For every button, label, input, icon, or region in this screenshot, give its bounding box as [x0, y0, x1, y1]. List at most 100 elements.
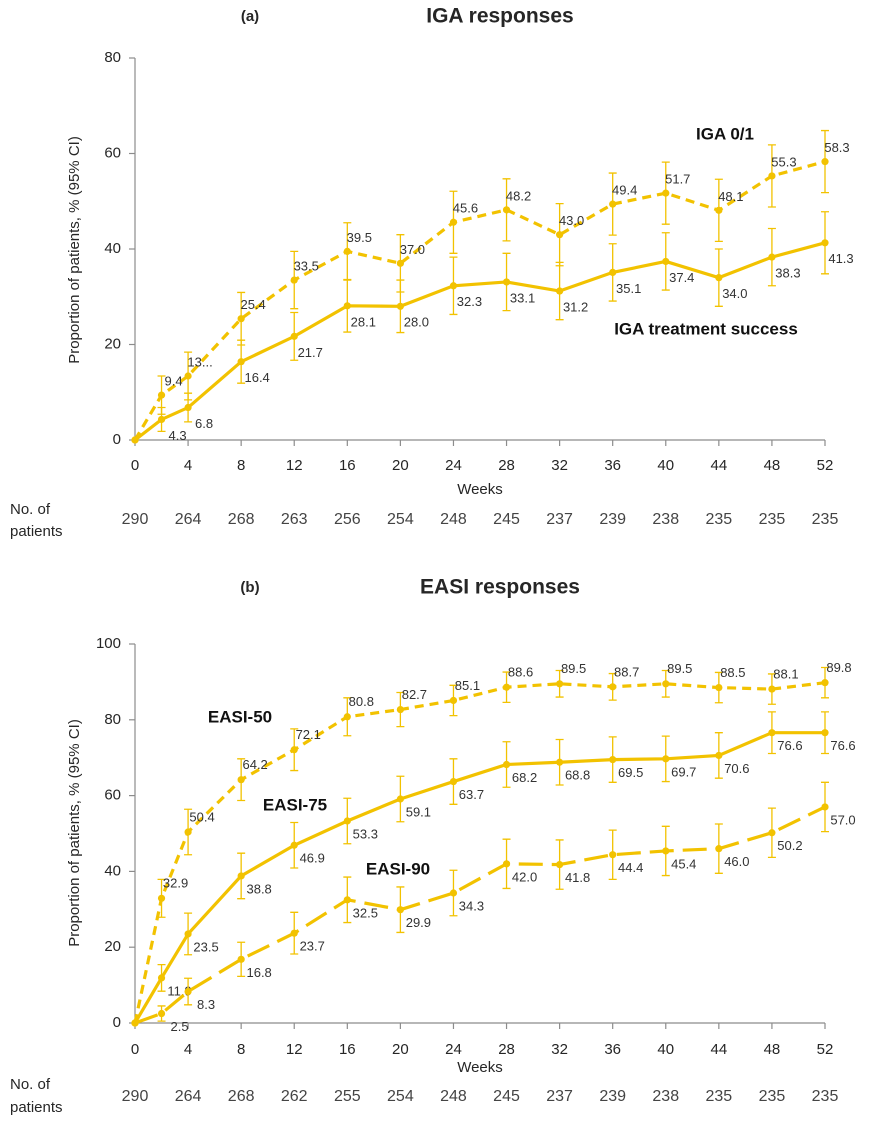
patient-count: 238 [652, 1088, 679, 1105]
data-point [609, 851, 617, 859]
y-tick-label: 40 [104, 862, 121, 879]
series-name: IGA treatment success [614, 319, 798, 338]
data-point [343, 302, 351, 310]
series-name: EASI-50 [208, 707, 272, 726]
data-point [290, 276, 298, 284]
data-label: 49.4 [612, 183, 637, 198]
x-tick-label: 48 [764, 457, 781, 474]
data-label: 89.5 [667, 661, 692, 676]
data-label: 34.0 [722, 286, 747, 301]
data-label: 34.3 [459, 898, 484, 913]
data-label: 29.9 [406, 915, 431, 930]
x-tick-label: 28 [498, 1041, 515, 1058]
data-point [237, 358, 245, 366]
data-label: 76.6 [777, 738, 802, 753]
patient-count: 235 [759, 1088, 786, 1105]
data-point [715, 683, 723, 692]
panel-label: (b) [240, 579, 259, 596]
data-point [768, 829, 776, 837]
patient-count: 255 [334, 1088, 361, 1105]
data-point [184, 987, 192, 996]
data-point [556, 680, 564, 688]
data-label: 11.9 [167, 983, 191, 998]
patient-count: 268 [228, 1088, 255, 1105]
data-label: 43.0 [559, 213, 584, 228]
patient-count: 290 [122, 511, 149, 528]
patient-count: 254 [387, 511, 414, 528]
data-label: 45.4 [671, 856, 696, 871]
patient-count: 239 [599, 511, 626, 528]
data-point [715, 274, 723, 282]
series-name: IGA 0/1 [696, 124, 754, 143]
x-tick-label: 12 [286, 457, 303, 474]
x-tick-label: 52 [817, 457, 834, 474]
x-tick-label: 52 [817, 1041, 834, 1058]
data-label: 72.1 [296, 727, 321, 742]
data-label: 48.2 [506, 188, 531, 203]
x-tick-label: 48 [764, 1041, 781, 1058]
y-tick-label: 20 [104, 938, 121, 955]
patient-count: 256 [334, 511, 361, 528]
chart-title: IGA responses [426, 5, 573, 28]
x-tick-label: 0 [131, 457, 139, 474]
data-point [237, 315, 245, 323]
y-tick-label: 80 [104, 49, 121, 66]
data-point [768, 172, 776, 180]
data-point [449, 696, 458, 705]
data-label: 69.5 [618, 765, 643, 780]
y-tick-label: 20 [104, 335, 121, 352]
data-point [768, 253, 776, 261]
data-label: 33.1 [510, 290, 535, 305]
data-label: 42.0 [512, 869, 537, 884]
data-point [396, 906, 404, 914]
data-label: 51.7 [665, 172, 690, 187]
patient-count: 264 [175, 511, 202, 528]
data-label: 23.5 [193, 939, 218, 954]
data-label: 58.3 [824, 140, 849, 155]
data-label: 41.8 [565, 870, 590, 885]
data-point [290, 929, 298, 937]
data-point [502, 278, 511, 286]
data-label: 21.7 [298, 345, 323, 360]
x-tick-label: 32 [551, 457, 568, 474]
data-point [237, 872, 245, 880]
data-label: 69.7 [671, 764, 696, 779]
data-point [396, 302, 404, 310]
data-point [290, 841, 298, 849]
data-label: 88.5 [720, 665, 745, 680]
data-label: 35.1 [616, 281, 641, 296]
patient-count: 235 [705, 511, 732, 528]
patient-count: 235 [812, 511, 839, 528]
data-point [821, 158, 829, 166]
x-tick-label: 44 [711, 457, 728, 474]
data-point [449, 282, 458, 290]
series-name: EASI-90 [366, 859, 430, 878]
x-axis-label: Weeks [457, 481, 503, 498]
x-tick-label: 12 [286, 1041, 303, 1058]
x-tick-label: 16 [339, 1041, 356, 1058]
patient-count: 248 [440, 511, 467, 528]
data-point [556, 231, 564, 239]
data-label: 76.6 [830, 738, 855, 753]
y-tick-label: 40 [104, 240, 121, 257]
x-tick-label: 36 [604, 1041, 621, 1058]
data-label: 2.5 [170, 1019, 188, 1034]
y-tick-label: 60 [104, 144, 121, 161]
data-label: 70.6 [724, 761, 749, 776]
data-point [157, 894, 166, 902]
y-tick-label: 0 [113, 431, 121, 448]
data-label: 88.6 [508, 665, 533, 680]
data-label: 4.3 [168, 428, 186, 443]
data-point [768, 729, 776, 737]
patients-label: patients [10, 1099, 63, 1116]
data-label: 37.4 [669, 270, 694, 285]
data-point [184, 828, 192, 836]
data-point [343, 817, 351, 825]
chart-title: EASI responses [420, 576, 580, 599]
data-point [184, 372, 192, 380]
data-label: 50.2 [777, 838, 802, 853]
data-point [662, 189, 670, 197]
data-point [502, 206, 511, 214]
